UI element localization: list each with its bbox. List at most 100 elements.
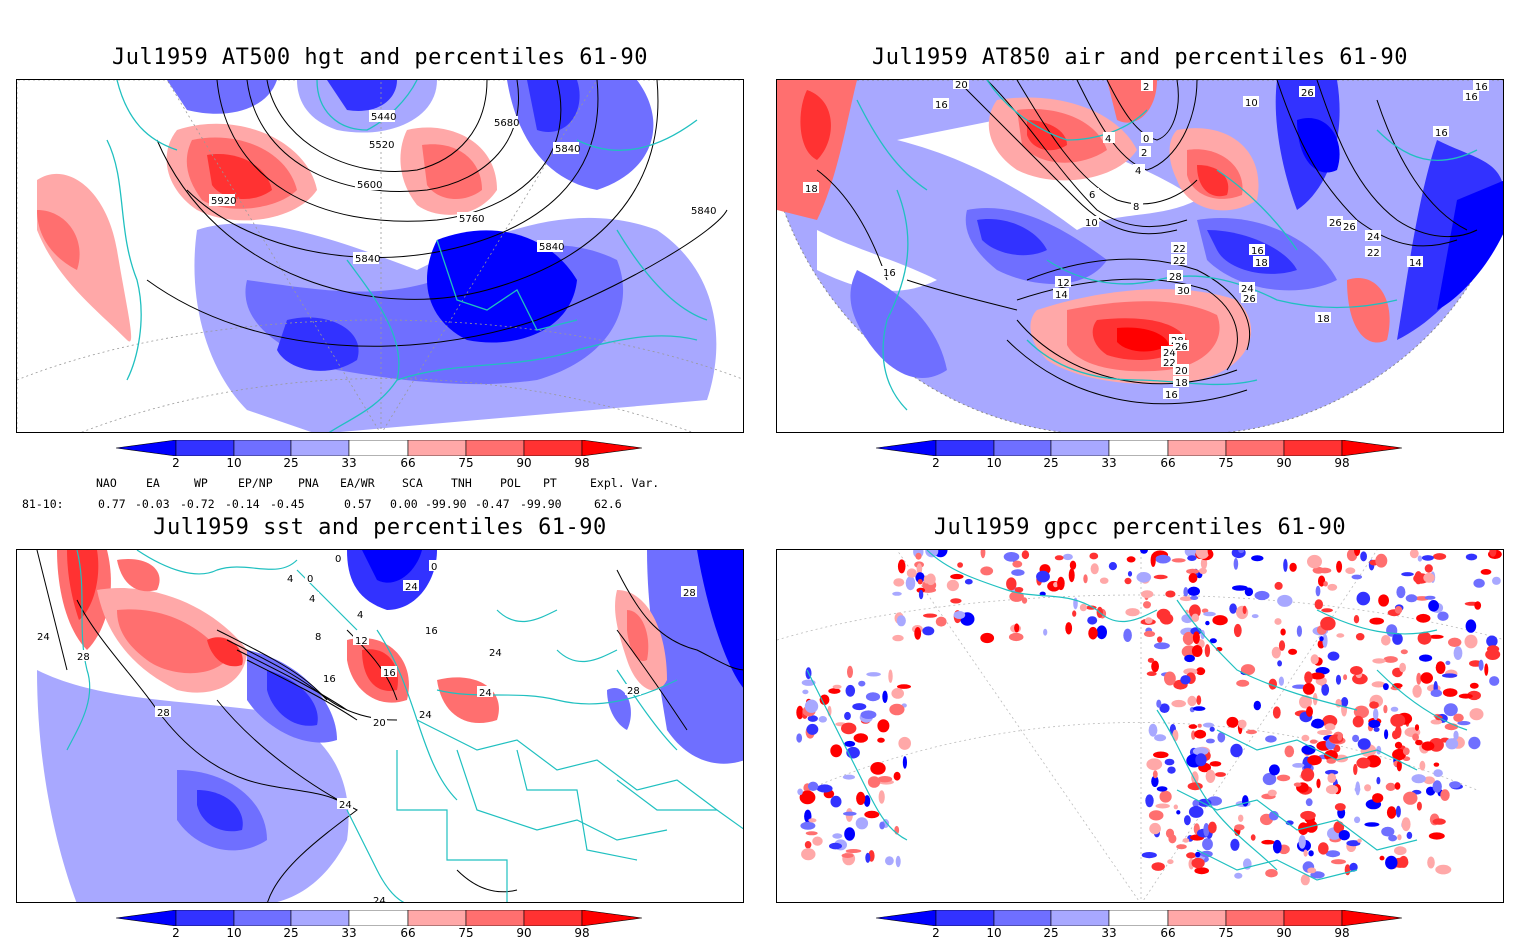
colorbar-tick-label: 75: [1218, 926, 1234, 940]
precip-anomaly-cell: [1072, 610, 1077, 617]
precip-anomaly-cell: [1440, 789, 1450, 801]
contour-label: 16: [1475, 82, 1488, 93]
precip-anomaly-cell: [1371, 681, 1386, 688]
colorbar-tick-label: 10: [226, 456, 242, 470]
contour-label: 4: [287, 574, 293, 585]
precip-anomaly-cell: [1390, 706, 1399, 712]
contour-label: 5600: [357, 180, 382, 191]
contour-label: 5840: [555, 144, 580, 155]
precip-anomaly-cell: [1308, 850, 1314, 857]
contour-label: 12: [355, 636, 368, 647]
precip-anomaly-cell: [1155, 803, 1170, 809]
precip-anomaly-cell: [1384, 729, 1389, 740]
precip-anomaly-cell: [1442, 673, 1458, 678]
precip-anomaly-cell: [1405, 594, 1418, 603]
precip-anomaly-cell: [1087, 616, 1098, 625]
precip-anomaly-cell: [856, 791, 866, 805]
precip-anomaly-cell: [1226, 716, 1239, 728]
precip-anomaly-cell: [1187, 695, 1197, 707]
contour-label: 2: [1143, 82, 1149, 93]
precip-anomaly-cell: [1489, 550, 1497, 557]
precip-anomaly-cell: [1327, 651, 1340, 661]
precip-anomaly-cell: [925, 573, 936, 586]
precip-anomaly-cell: [865, 692, 881, 702]
precip-anomaly-cell: [1242, 795, 1249, 807]
precip-anomaly-cell: [1276, 774, 1291, 782]
precip-anomaly-cell: [1310, 654, 1319, 665]
precip-anomaly-cell: [1353, 705, 1369, 719]
precip-anomaly-cell: [843, 811, 857, 816]
precip-anomaly-cell: [1182, 631, 1195, 646]
colorbar-segment: [1225, 909, 1285, 927]
precip-anomaly-cell: [891, 688, 904, 699]
contour-label: 24: [1163, 348, 1176, 359]
precip-anomaly-cell: [1396, 586, 1406, 599]
precip-anomaly-cell: [1364, 784, 1372, 792]
precip-anomaly-cell: [1369, 617, 1384, 625]
precip-anomaly-cell: [847, 665, 853, 678]
precip-anomaly-cell: [1353, 763, 1358, 776]
precip-anomaly-cell: [1253, 700, 1261, 711]
precip-anomaly-cell: [1416, 613, 1431, 623]
precip-anomaly-cell: [980, 566, 994, 576]
precip-anomaly-cell: [1009, 591, 1024, 602]
precip-anomaly-cell: [1149, 822, 1161, 835]
colorbar-segment: [875, 439, 937, 457]
precip-anomaly-cell: [1230, 743, 1243, 758]
precip-anomaly-cell: [1409, 550, 1419, 559]
precip-anomaly-cell: [1433, 769, 1443, 777]
precip-anomaly-cell: [1283, 558, 1288, 572]
contour-label: 8: [1133, 202, 1139, 213]
precip-anomaly-cell: [1238, 814, 1244, 822]
contour-label: 18: [1317, 314, 1330, 325]
precip-anomaly-cell: [1196, 667, 1206, 676]
precip-anomaly-cell: [1194, 867, 1209, 875]
precip-anomaly-cell: [1240, 664, 1256, 676]
precip-anomaly-cell: [842, 774, 855, 780]
precip-anomaly-cell: [1421, 555, 1434, 561]
map-panel-gpcc: [776, 549, 1504, 903]
precip-anomaly-cell: [1182, 838, 1190, 843]
colorbar-segment: [175, 439, 235, 457]
contour-label: 2: [1141, 148, 1147, 159]
map-panel-sst: 0 4 0 0 4 24 28 24 28 4 8 12 16 16 16 24…: [16, 549, 744, 903]
precip-anomaly-cell: [1146, 671, 1157, 676]
precip-anomaly-cell: [915, 572, 925, 583]
precip-anomaly-cell: [1301, 768, 1315, 782]
precip-anomaly-cell: [1202, 838, 1213, 851]
precip-anomaly-cell: [1310, 672, 1325, 680]
colorbar-segment: [935, 439, 995, 457]
precip-anomaly-cell: [1469, 682, 1479, 689]
precip-anomaly-cell: [888, 669, 893, 683]
precip-anomaly-cell: [1428, 600, 1439, 612]
index-value: 0.77: [98, 497, 126, 511]
precip-anomaly-cell: [1305, 798, 1313, 807]
contour-label: 16: [323, 674, 336, 685]
precip-anomaly-cell: [1167, 859, 1174, 865]
precip-anomaly-cell: [855, 817, 869, 830]
precip-anomaly-cell: [1238, 719, 1247, 729]
precip-anomaly-cell: [1364, 822, 1380, 827]
precip-anomaly-cell: [1172, 729, 1179, 742]
precip-anomaly-cell: [804, 699, 819, 713]
contour-label: 4: [357, 610, 363, 621]
precip-anomaly-cell: [1381, 826, 1395, 837]
colorbar-tick-label: 66: [1160, 456, 1176, 470]
precip-anomaly-cell: [830, 744, 843, 758]
map-panel-air: 20 16 2 26 10 16 16 4 0 2 16 4 18 6 8 10…: [776, 79, 1504, 433]
precip-anomaly-cell: [1234, 872, 1243, 879]
precip-anomaly-cell: [1334, 803, 1346, 811]
precip-anomaly-cell: [1205, 620, 1210, 626]
precip-anomaly-cell: [1430, 719, 1443, 725]
precip-anomaly-cell: [1417, 555, 1423, 562]
precip-anomaly-cell: [1209, 638, 1217, 644]
colorbar: 2 10 25 33 66 75 90 98: [875, 909, 1403, 940]
precip-anomaly-cell: [1151, 775, 1159, 787]
colorbar-tick-label: 25: [1043, 456, 1059, 470]
precip-anomaly-cell: [844, 827, 855, 841]
contour-label: 24: [1241, 284, 1254, 295]
colorbar-tick-label: 33: [1101, 926, 1117, 940]
precip-anomaly-cell: [1448, 637, 1462, 647]
contour-label: 4: [1135, 166, 1141, 177]
precip-anomaly-cell: [1403, 791, 1418, 805]
